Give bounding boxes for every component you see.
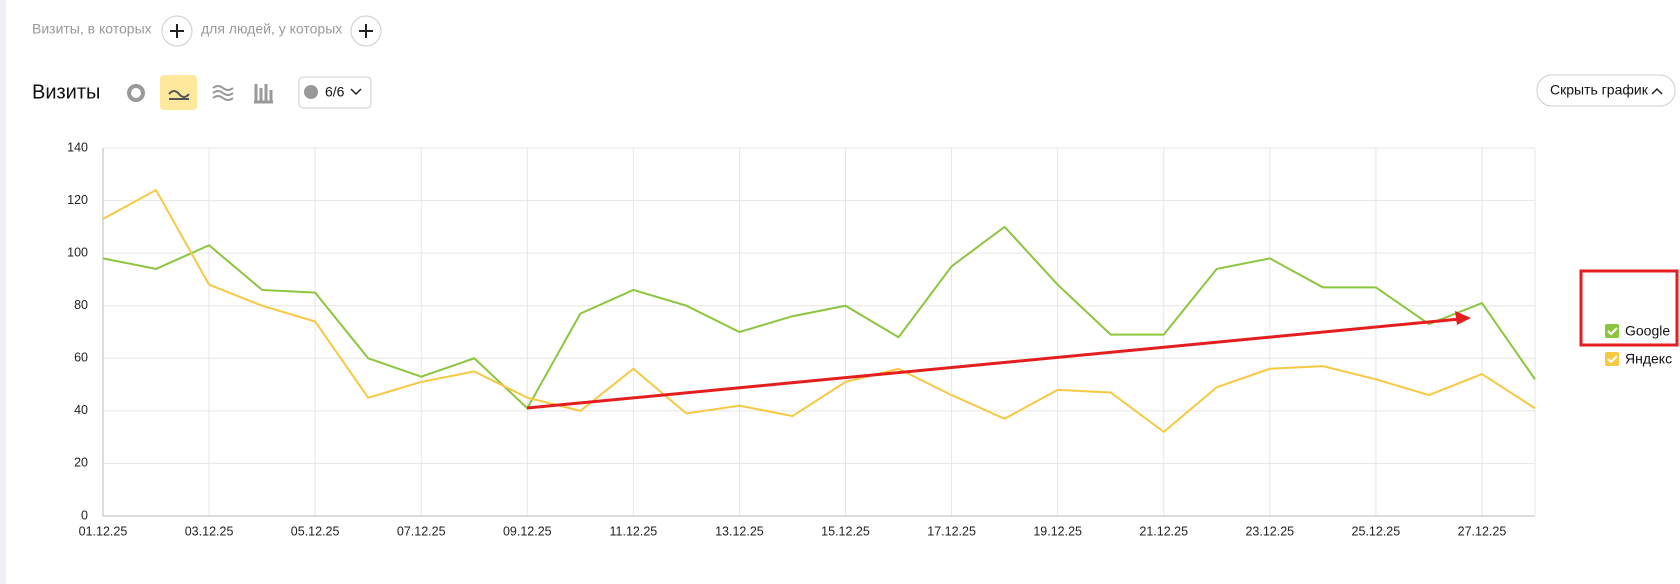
x-tick-label: 21.12.25 bbox=[1139, 524, 1188, 538]
hide-chart-label: Скрыть график bbox=[1550, 82, 1649, 98]
series-line bbox=[102, 188, 1536, 434]
x-tick-label: 17.12.25 bbox=[927, 524, 976, 538]
bar-chart-button[interactable] bbox=[254, 84, 273, 104]
x-tick-label: 15.12.25 bbox=[821, 524, 870, 538]
x-tick-label: 09.12.25 bbox=[503, 524, 552, 538]
y-tick-label: 40 bbox=[74, 403, 88, 417]
x-tick-label: 03.12.25 bbox=[185, 524, 234, 538]
y-tick-label: 60 bbox=[74, 351, 88, 365]
legend-check bbox=[1607, 327, 1618, 336]
filter-label: Визиты, в которых bbox=[32, 21, 152, 37]
y-tick-label: 0 bbox=[81, 508, 88, 522]
arrow-head bbox=[1455, 311, 1471, 325]
line-chart-button[interactable] bbox=[160, 75, 197, 110]
legend: Google Яндекс bbox=[1605, 323, 1672, 367]
x-tick-label: 11.12.25 bbox=[610, 524, 658, 538]
x-tick-label: 05.12.25 bbox=[291, 524, 340, 538]
x-tick-label: 19.12.25 bbox=[1033, 524, 1082, 538]
pie-chart-button[interactable] bbox=[127, 84, 145, 102]
legend-label: Google bbox=[1625, 323, 1670, 339]
y-tick-label: 80 bbox=[74, 298, 88, 312]
x-tick-label: 27.12.25 bbox=[1458, 524, 1507, 538]
x-tick-label: 01.12.25 bbox=[79, 524, 128, 538]
filter-label: для людей, у которых bbox=[201, 21, 342, 37]
add-filter-button[interactable] bbox=[161, 15, 193, 47]
area-chart-button[interactable] bbox=[212, 85, 234, 101]
x-tick-label: 25.12.25 bbox=[1352, 524, 1401, 538]
trend-arrow bbox=[526, 317, 1461, 410]
plot: 0 20 40 60 80 100 120 140 01.12.25 03.12.25 05.12.… bbox=[67, 140, 1536, 538]
y-tick-label: 140 bbox=[67, 140, 88, 154]
legend-checkbox bbox=[1605, 352, 1619, 366]
y-tick-label: 120 bbox=[67, 193, 88, 207]
y-tick-label: 100 bbox=[67, 245, 88, 259]
legend-checkbox bbox=[1605, 324, 1619, 338]
x-tick-label: 13.12.25 bbox=[715, 524, 764, 538]
legend-label: Яндекс bbox=[1625, 351, 1672, 367]
y-tick-label: 20 bbox=[74, 456, 88, 470]
section-title: Визиты bbox=[32, 81, 100, 103]
add-filter-button[interactable] bbox=[350, 15, 382, 47]
highlight-box bbox=[1579, 269, 1679, 347]
x-tick-label: 23.12.25 bbox=[1245, 524, 1294, 538]
legend-check bbox=[1607, 355, 1618, 364]
x-tick-label: 07.12.25 bbox=[397, 524, 446, 538]
annotations-counter: 6/6 bbox=[325, 84, 345, 100]
series-line bbox=[102, 225, 1536, 410]
left-strip bbox=[0, 0, 6, 584]
annotations-button[interactable]: 6/6 bbox=[298, 76, 372, 109]
hide-chart-button[interactable]: Скрыть график bbox=[1536, 74, 1676, 107]
